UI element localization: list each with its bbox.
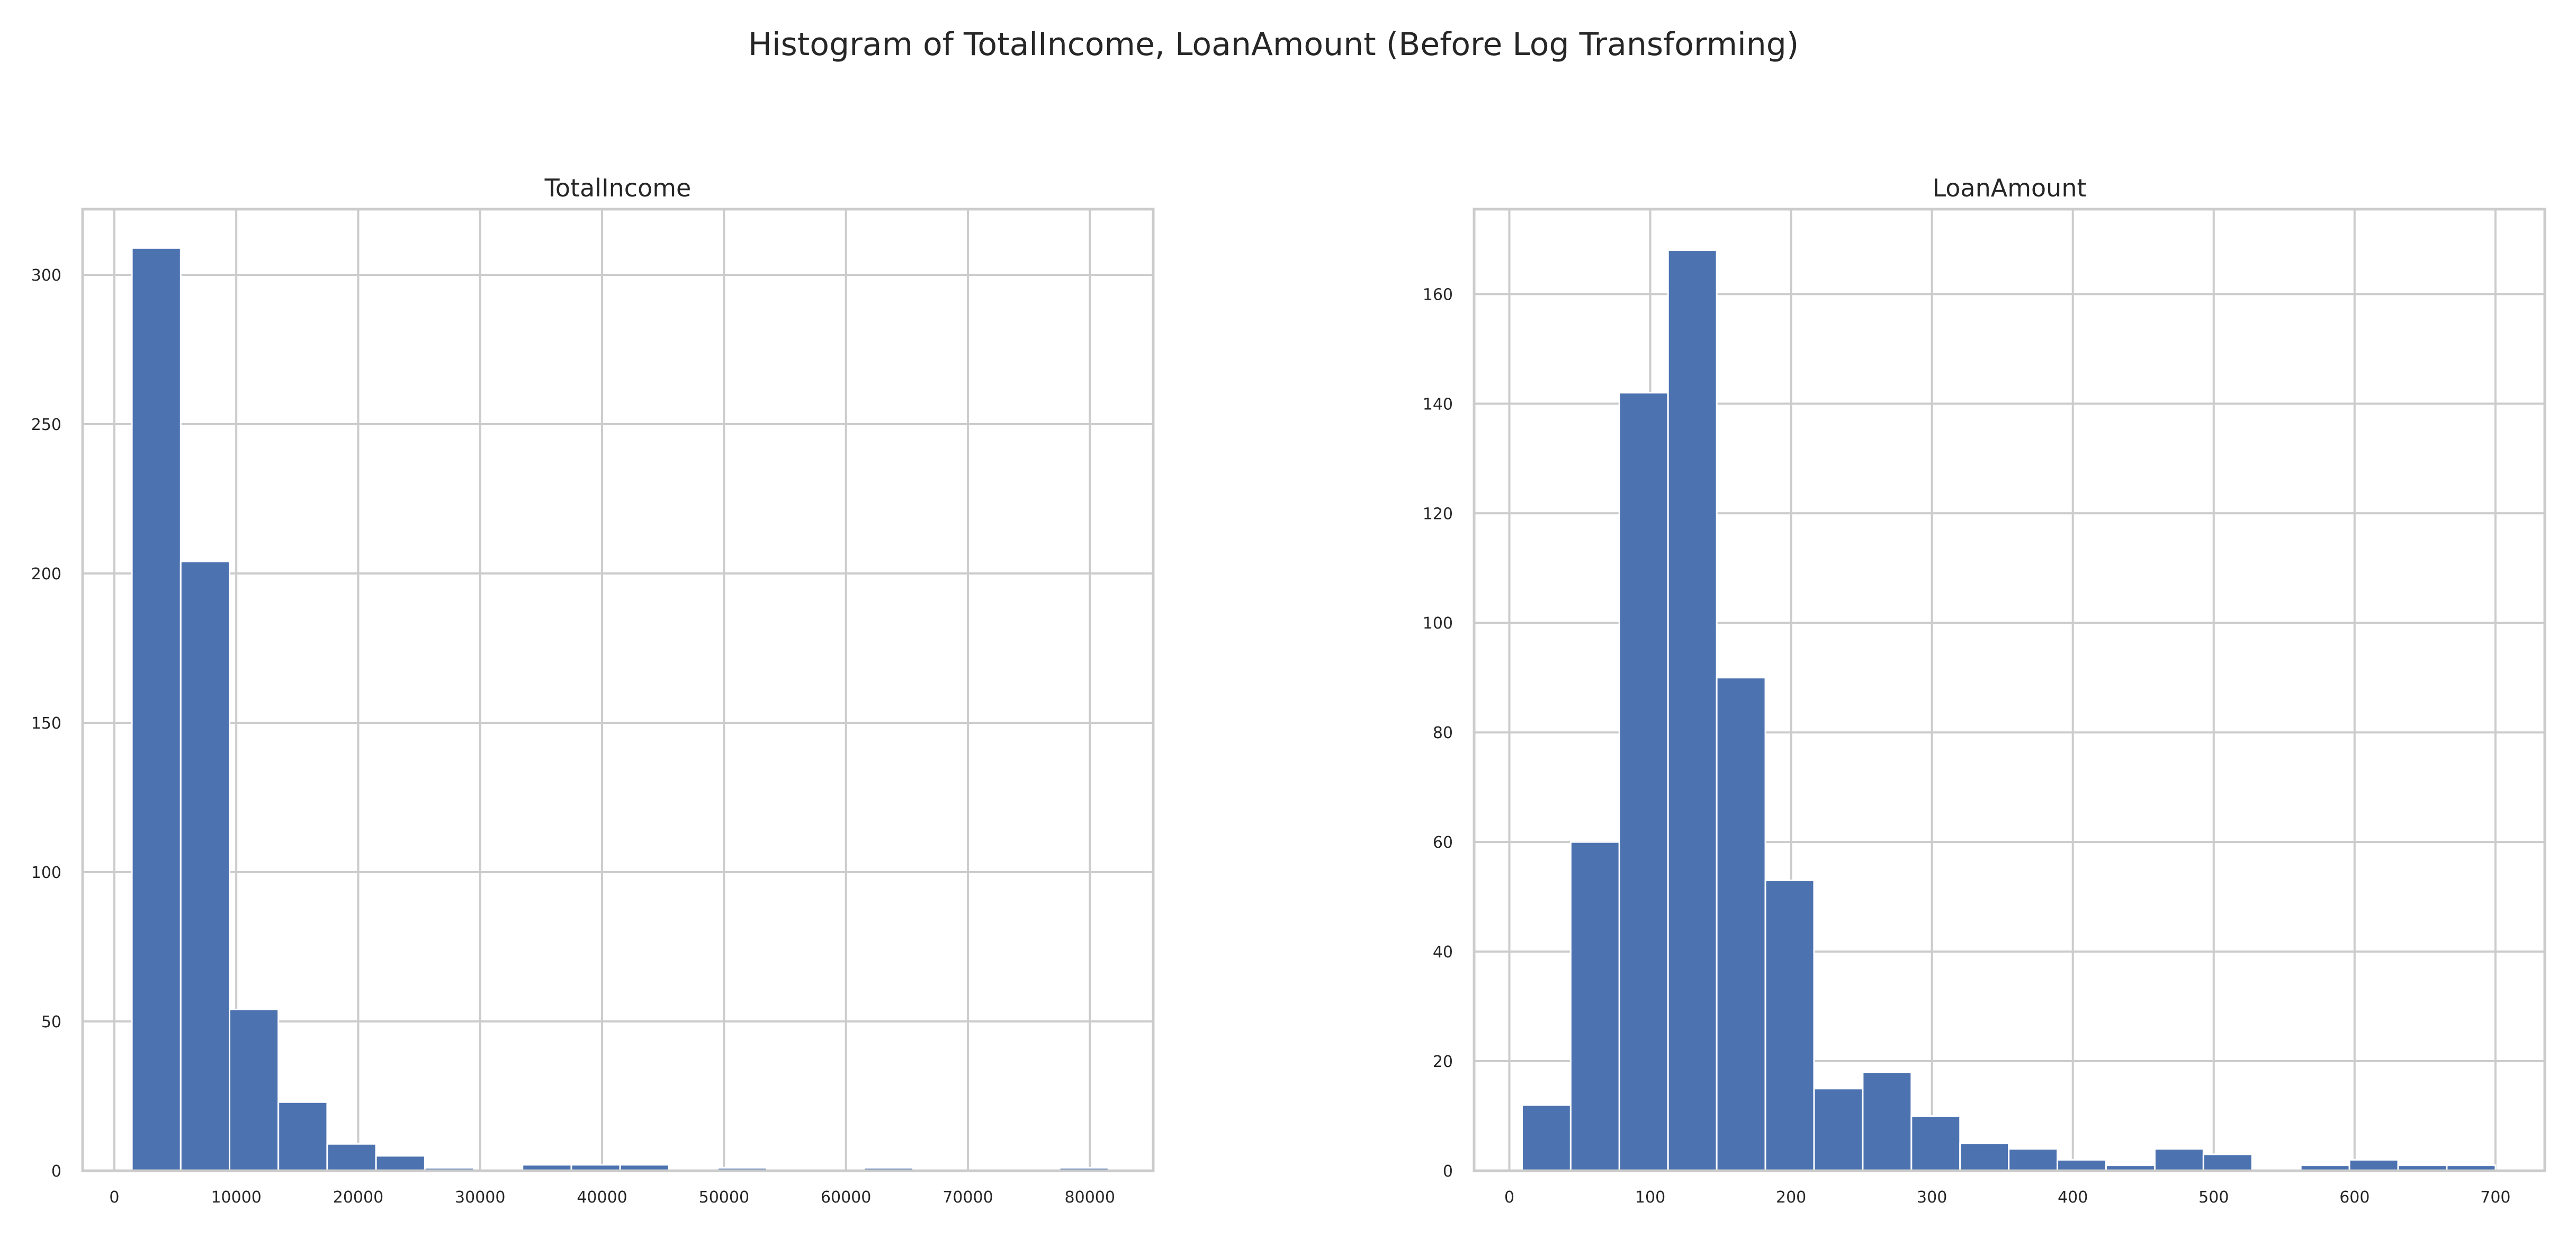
histogram-bar [2348, 1159, 2399, 1172]
y-tick-label: 300 [31, 266, 61, 285]
y-tick-label: 60 [1433, 833, 1453, 852]
x-tick-label: 50000 [699, 1188, 749, 1207]
histogram-bar [1764, 880, 1815, 1172]
histogram-bar [1667, 249, 1718, 1172]
y-tick-label: 160 [1423, 285, 1453, 304]
subplot-title-totalincome: TotalIncome [544, 174, 692, 202]
histogram-bar [1569, 841, 1620, 1172]
y-tick-label: 150 [31, 714, 61, 733]
histogram-bar [326, 1143, 377, 1172]
y-tick-label: 20 [1433, 1053, 1453, 1071]
histogram-bar [2153, 1148, 2204, 1172]
y-tick-label: 120 [1423, 505, 1453, 523]
x-tick-label: 20000 [333, 1188, 383, 1207]
histogram-bar [1521, 1104, 1572, 1172]
x-tick-label: 200 [1776, 1188, 1806, 1207]
histogram-bar [1716, 677, 1766, 1172]
x-tick-label: 10000 [211, 1188, 261, 1207]
histogram-bar [277, 1101, 328, 1172]
histogram-bar [1618, 392, 1669, 1172]
x-tick-label: 0 [1504, 1188, 1514, 1207]
x-tick-label: 500 [2198, 1188, 2229, 1207]
y-tick-label: 40 [1433, 943, 1453, 962]
y-tick-label: 0 [1443, 1162, 1453, 1181]
x-tick-label: 100 [1635, 1188, 1665, 1207]
x-tick-label: 80000 [1065, 1188, 1115, 1207]
x-tick-label: 0 [109, 1188, 119, 1207]
x-tick-label: 600 [2339, 1188, 2369, 1207]
x-tick-label: 700 [2480, 1188, 2510, 1207]
histogram-bar [2057, 1159, 2107, 1172]
y-tick-label: 250 [31, 416, 61, 434]
plot-loanamount: LoanAmount 0 100 200 300 400 500 600 700 0 20 40 60 8… [1423, 174, 2546, 1207]
histogram-bar [1910, 1115, 1961, 1172]
subplot-title-loanamount: LoanAmount [1932, 174, 2086, 202]
x-tick-label: 300 [1917, 1188, 1947, 1207]
histogram-bar [2202, 1153, 2253, 1172]
histogram-bar [229, 1008, 280, 1172]
y-tick-label: 100 [31, 864, 61, 882]
histogram-bar [2008, 1148, 2059, 1172]
x-tick-label: 70000 [943, 1188, 993, 1207]
figure-title: Histogram of TotalIncome, LoanAmount (Be… [748, 26, 1799, 63]
x-tick-label: 400 [2058, 1188, 2088, 1207]
y-tick-label: 200 [31, 565, 61, 584]
histogram-bar [1959, 1142, 2010, 1172]
x-tick-label: 60000 [821, 1188, 871, 1207]
histogram-bar [1862, 1071, 1913, 1172]
histogram-bar [131, 247, 182, 1172]
x-tick-label: 30000 [455, 1188, 505, 1207]
plot-totalincome: TotalIncome 0 10000 20000 30000 40000 50000 600… [31, 174, 1155, 1207]
y-tick-label: 50 [41, 1013, 61, 1031]
axes-frame [81, 208, 1155, 1172]
y-tick-label: 100 [1423, 614, 1453, 633]
y-tick-label: 140 [1423, 395, 1453, 414]
y-tick-label: 0 [51, 1162, 61, 1181]
histogram-bar [1813, 1088, 1864, 1172]
x-tick-label: 40000 [577, 1188, 627, 1207]
histogram-bar [375, 1155, 426, 1172]
y-tick-label: 80 [1433, 724, 1453, 742]
histogram-bar [179, 560, 231, 1172]
axes-frame [1473, 208, 2546, 1172]
